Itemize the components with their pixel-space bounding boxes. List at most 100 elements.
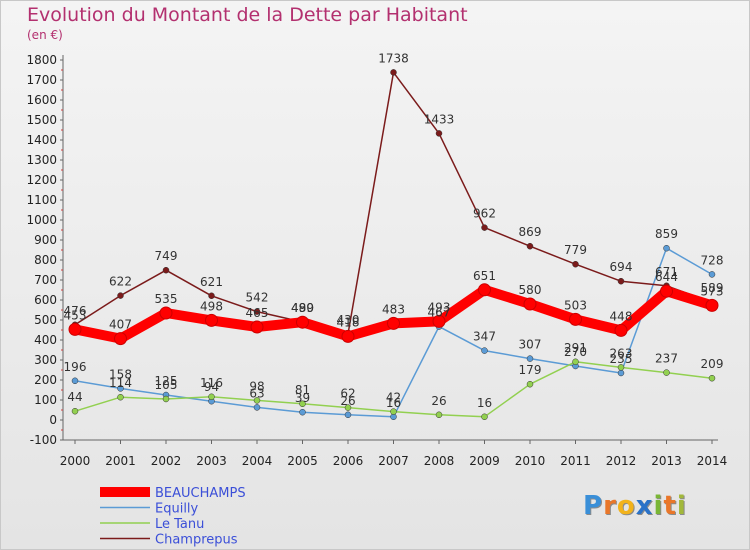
data-point [117,292,124,299]
data-label: 16 [386,396,401,410]
data-point [526,242,534,250]
data-label: 94 [204,380,219,394]
data-label: 291 [564,341,587,355]
data-label: 498 [200,299,223,313]
data-label: 63 [249,386,264,400]
y-tick-label: 1700 [26,73,57,87]
data-label: 62 [340,387,355,401]
data-point [253,404,261,411]
data-label: 209 [701,357,724,371]
x-tick-label: 2000 [60,454,91,468]
data-point [614,323,628,337]
data-label: 270 [564,345,587,359]
data-label: 503 [564,298,587,312]
y-tick-label: 1600 [26,93,57,107]
data-label: 859 [655,227,678,241]
data-point [68,322,82,336]
x-tick-label: 2007 [378,454,409,468]
data-label: 490 [291,301,314,315]
data-label: 483 [382,302,405,316]
data-label: 1738 [378,51,409,65]
data-point [159,306,173,320]
data-point [390,408,397,415]
data-label: 307 [519,338,542,352]
data-point [526,380,534,388]
data-point [663,369,670,376]
data-point [117,385,124,392]
data-label: 535 [155,292,178,306]
chart-title: Evolution du Montant de la Dette par Hab… [27,4,468,26]
data-label: 418 [337,315,360,329]
data-point [572,260,579,268]
y-tick-label: 1300 [26,153,57,167]
data-label: 98 [249,379,264,393]
legend-label: Le Tanu [155,517,204,532]
data-point [299,400,306,408]
data-point [117,393,124,401]
data-point [205,313,218,327]
data-label: 580 [519,283,542,297]
data-label: 728 [701,253,724,267]
x-tick-label: 2005 [287,454,318,468]
data-point [162,395,170,403]
data-label: 869 [519,225,542,239]
x-tick-label: 2004 [242,454,273,468]
data-label: 158 [109,367,132,381]
x-tick-label: 2001 [105,454,136,468]
data-point [390,69,397,76]
y-tick-label: 700 [34,273,57,287]
data-label: 125 [155,374,178,388]
data-label: 694 [610,260,633,274]
data-label: 347 [473,330,496,344]
data-label: 622 [109,275,132,289]
x-tick-label: 2013 [651,454,682,468]
data-point [617,364,625,371]
data-label: 42 [386,391,401,405]
legend-label: BEAUCHAMPS [155,486,246,501]
data-point [208,292,215,300]
unit-label: (en €) [27,28,63,42]
data-label: 237 [655,352,678,366]
data-label: 621 [200,275,223,289]
data-label: 114 [109,376,132,390]
y-tick-label: -100 [30,433,57,447]
data-label: 16 [477,396,492,410]
data-label: 116 [200,376,223,390]
y-tick-label: 200 [34,373,57,387]
data-label: 26 [431,394,446,408]
data-point [71,377,79,385]
x-tick-label: 2010 [515,454,546,468]
data-label: 779 [564,243,587,257]
data-point [344,404,352,411]
data-point [708,271,716,278]
x-tick-label: 2012 [606,454,637,468]
data-label: 589 [701,281,724,295]
data-label: 179 [519,363,542,377]
y-tick-label: 0 [49,413,57,427]
data-point [299,408,306,416]
data-point [617,277,625,285]
y-tick-label: 400 [34,333,57,347]
data-point [569,312,582,326]
data-label: 542 [246,291,269,305]
data-point [572,358,579,366]
data-label: 105 [155,378,178,392]
y-tick-label: 500 [34,313,57,327]
data-point [387,316,400,330]
data-label: 44 [67,390,82,404]
data-point [708,374,716,382]
data-label: 263 [610,346,633,360]
data-point [250,320,264,334]
x-tick-label: 2002 [151,454,182,468]
data-label: 196 [64,360,87,374]
x-tick-label: 2011 [560,454,591,468]
legend-label: Champrepus [155,533,238,548]
data-point [253,308,261,315]
y-tick-label: 600 [34,293,57,307]
data-point [523,297,537,311]
data-point [481,413,488,421]
